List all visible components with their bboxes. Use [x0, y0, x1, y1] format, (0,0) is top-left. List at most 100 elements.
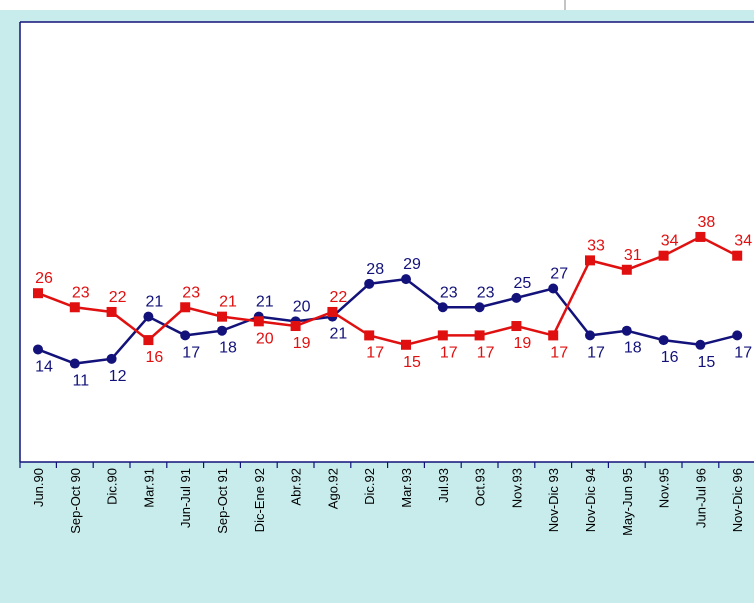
data-label: 12: [109, 368, 127, 385]
x-tick-label: Dic-Ene 92: [252, 468, 267, 532]
marker: [474, 330, 485, 341]
series-line: [37, 277, 738, 365]
x-tick-label: Ago.92: [325, 468, 340, 509]
marker: [180, 302, 191, 313]
marker: [695, 339, 706, 350]
data-label: 18: [219, 340, 237, 357]
marker: [511, 321, 522, 332]
x-tick-label: Sep-Oct 90: [68, 468, 83, 534]
data-label: 28: [366, 261, 384, 278]
x-tick-label: Jun-Jul 96: [693, 468, 708, 528]
marker: [69, 302, 80, 313]
data-label: 21: [256, 294, 274, 311]
data-label: 25: [514, 275, 532, 292]
marker: [69, 358, 80, 369]
data-label: 17: [550, 344, 568, 361]
data-label: 38: [698, 214, 716, 231]
data-label: 23: [72, 284, 90, 301]
x-tick-label: May-Jun 95: [620, 468, 635, 536]
marker: [437, 302, 448, 313]
marker: [474, 302, 485, 313]
marker: [548, 330, 559, 341]
marker: [658, 335, 669, 346]
marker: [658, 250, 669, 261]
plot-area: [20, 22, 754, 462]
data-label: 11: [72, 373, 89, 390]
series-line: [37, 235, 738, 347]
marker: [180, 330, 191, 341]
x-tick-label: Nov-Dic 96: [730, 468, 745, 532]
x-tick-label: Jun-Jul 91: [178, 468, 193, 528]
marker: [364, 330, 375, 341]
data-label: 23: [440, 284, 458, 301]
data-label: 22: [109, 289, 127, 306]
data-label: 16: [661, 349, 679, 366]
marker: [621, 264, 632, 275]
data-label: 21: [146, 294, 164, 311]
data-label: 29: [403, 256, 421, 273]
marker: [548, 283, 559, 294]
marker: [290, 321, 301, 332]
data-label: 17: [477, 344, 495, 361]
x-tick-label: Dic.92: [362, 468, 377, 505]
data-label: 15: [698, 354, 716, 371]
marker: [143, 335, 154, 346]
data-label: 14: [35, 358, 53, 375]
data-label: 21: [219, 294, 237, 311]
marker: [106, 353, 117, 364]
x-tick-label: Abr.92: [289, 468, 304, 506]
x-tick-label: Nov-Dic 93: [546, 468, 561, 532]
x-tick-label: Jun.90: [31, 468, 46, 507]
data-label: 17: [366, 344, 384, 361]
marker: [217, 311, 227, 322]
marker: [511, 292, 522, 303]
marker: [585, 255, 595, 266]
x-tick-label: Jul.93: [436, 468, 451, 503]
data-label: 17: [734, 344, 752, 361]
data-label: 31: [624, 247, 642, 264]
marker: [732, 330, 743, 341]
data-label: 20: [256, 330, 274, 347]
marker: [401, 274, 411, 285]
marker: [695, 231, 706, 242]
x-tick-label: Oct.93: [473, 468, 488, 506]
marker: [401, 339, 411, 350]
marker: [217, 325, 227, 336]
x-tick-label: Nov.95: [657, 468, 672, 508]
marker: [106, 306, 117, 317]
marker: [621, 325, 632, 336]
x-tick-label: Nov.93: [509, 468, 524, 508]
data-label: 17: [440, 344, 458, 361]
marker: [364, 278, 375, 289]
data-label: 34: [661, 233, 679, 250]
data-label: 15: [403, 354, 421, 371]
data-label: 16: [146, 349, 164, 366]
data-label: 19: [293, 335, 311, 352]
data-label: 26: [35, 270, 53, 287]
data-label: 20: [293, 298, 311, 315]
marker: [33, 344, 43, 355]
data-label: 19: [514, 335, 532, 352]
x-tick-label: Dic.90: [105, 468, 120, 505]
marker: [585, 330, 595, 341]
x-tick-label: Sep-Oct 91: [215, 468, 230, 534]
marker: [732, 250, 743, 261]
data-label: 17: [587, 344, 605, 361]
data-label: 22: [330, 289, 348, 306]
marker: [253, 316, 264, 327]
data-label: 17: [182, 344, 200, 361]
data-label: 34: [734, 233, 752, 250]
data-label: 33: [587, 237, 605, 254]
data-label: 27: [550, 266, 568, 283]
marker: [33, 288, 43, 299]
marker: [437, 330, 448, 341]
x-tick-label: Nov-Dic 94: [583, 468, 598, 532]
data-label: 21: [330, 326, 348, 343]
x-tick-label: Mar.93: [399, 468, 414, 508]
marker: [143, 311, 154, 322]
data-label: 23: [477, 284, 495, 301]
data-label: 18: [624, 340, 642, 357]
data-label: 23: [182, 284, 200, 301]
